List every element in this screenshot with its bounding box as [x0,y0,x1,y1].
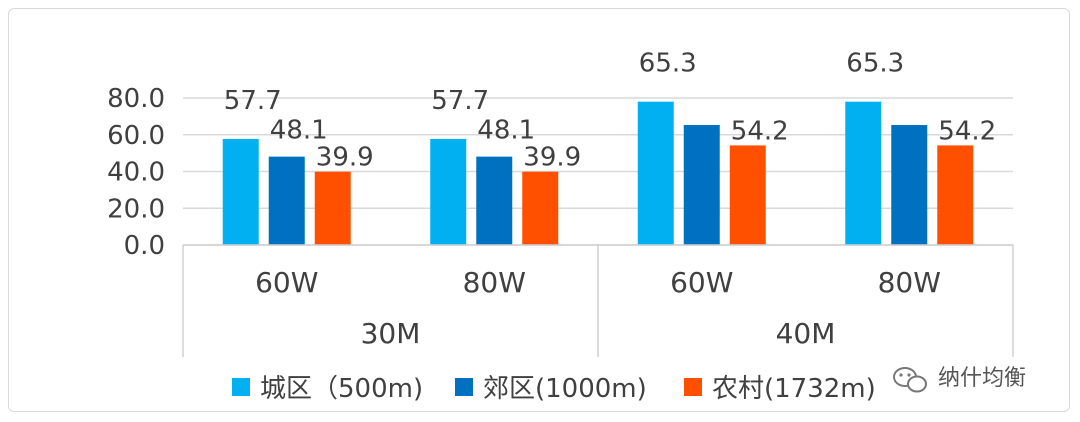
y-tick-label: 20.0 [107,194,165,224]
wechat-icon [893,367,927,393]
y-tick-label: 60.0 [107,121,165,151]
x-category-label: 80W [463,266,526,299]
bar [476,156,513,245]
data-labels: 57.7 57.765.3 65.348.1 48.139.9 39.954.2 54.2 [224,49,996,173]
bar [222,138,259,245]
data-label: 48.1 [270,116,328,146]
data-label: 57.7 [224,86,282,116]
data-label: 39.9 [316,143,374,173]
x-category-label: 80W [878,266,941,299]
x-category-label: 60W [255,266,318,299]
x-axis: 60W 80W 30M 60W 80W 40M [182,244,1014,357]
y-axis: 0.0 20.0 40.0 60.0 80.0 [107,84,165,261]
x-group-label: 30M [361,317,421,350]
data-label: 39.9 [523,143,581,173]
bar [683,125,720,245]
x-category-label: 60W [670,266,733,299]
watermark: 纳什均衡 [893,366,1026,393]
legend-label: 城区（500m) [260,374,423,404]
data-label: 54.2 [731,116,789,146]
legend-swatch [684,378,702,396]
bar [937,145,974,245]
y-tick-label: 80.0 [107,84,165,114]
data-label: 48.1 [477,116,535,146]
legend-swatch [232,378,250,396]
bar [430,138,467,245]
chart-frame [8,8,1070,412]
bars [222,101,974,245]
legend: 城区（500m) 郊区(1000m) 农村(1732m) [232,374,876,404]
legend-label: 郊区(1000m) [483,374,647,404]
data-label: 57.7 [431,86,489,116]
y-tick-label: 0.0 [124,231,165,261]
data-label: 65.3 [846,49,904,79]
y-tick-label: 40.0 [107,158,165,188]
bar [268,156,305,245]
watermark-text: 纳什均衡 [938,366,1026,391]
bar [522,171,559,245]
bar [891,125,928,245]
bar [845,101,882,245]
data-label: 65.3 [639,49,697,79]
legend-label: 农村(1732m) [712,374,876,404]
data-label: 54.2 [938,116,996,146]
legend-swatch [455,378,473,396]
bar [314,171,351,245]
x-group-label: 40M [776,317,836,350]
bar [729,145,766,245]
bar [637,101,674,245]
